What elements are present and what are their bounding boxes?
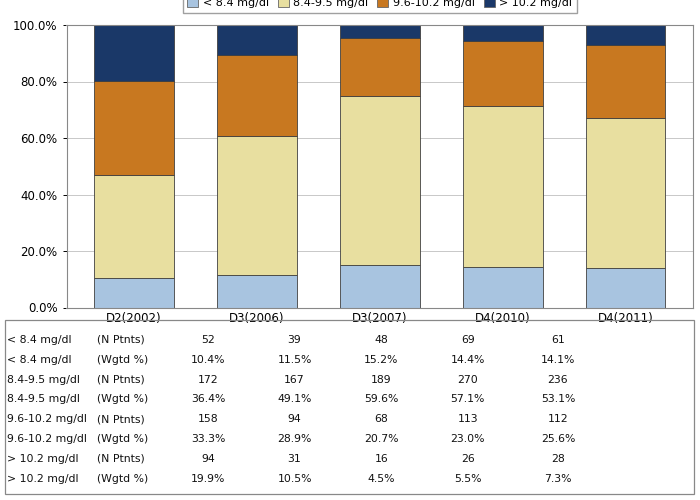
- Text: 10.5%: 10.5%: [277, 474, 312, 484]
- Bar: [217, 275, 297, 308]
- Text: 52: 52: [201, 335, 215, 345]
- Text: (N Ptnts): (N Ptnts): [97, 414, 145, 424]
- Text: 28: 28: [551, 454, 565, 464]
- Text: 10.4%: 10.4%: [190, 355, 225, 365]
- Text: 172: 172: [197, 374, 218, 384]
- Text: 14.4%: 14.4%: [451, 355, 485, 365]
- Text: < 8.4 mg/dl: < 8.4 mg/dl: [7, 335, 71, 345]
- Text: (Wgtd %): (Wgtd %): [97, 474, 148, 484]
- Text: 69: 69: [461, 335, 475, 345]
- Text: 7.3%: 7.3%: [544, 474, 572, 484]
- Text: 11.5%: 11.5%: [277, 355, 312, 365]
- Bar: [585, 24, 666, 46]
- Text: 61: 61: [551, 335, 565, 345]
- Text: < 8.4 mg/dl: < 8.4 mg/dl: [7, 355, 71, 365]
- Text: 15.2%: 15.2%: [364, 355, 398, 365]
- Text: 270: 270: [457, 374, 478, 384]
- Bar: [94, 176, 174, 278]
- Bar: [463, 106, 542, 267]
- Text: 189: 189: [371, 374, 391, 384]
- Text: 5.5%: 5.5%: [454, 474, 482, 484]
- Text: 158: 158: [197, 414, 218, 424]
- Text: 28.9%: 28.9%: [277, 434, 312, 444]
- Text: (N Ptnts): (N Ptnts): [97, 374, 145, 384]
- Text: 4.5%: 4.5%: [368, 474, 395, 484]
- Legend: < 8.4 mg/dl, 8.4-9.5 mg/dl, 9.6-10.2 mg/dl, > 10.2 mg/dl: < 8.4 mg/dl, 8.4-9.5 mg/dl, 9.6-10.2 mg/…: [183, 0, 577, 13]
- Bar: [94, 278, 174, 308]
- Text: (N Ptnts): (N Ptnts): [97, 335, 145, 345]
- Text: (Wgtd %): (Wgtd %): [97, 394, 148, 404]
- Text: 39: 39: [288, 335, 302, 345]
- Text: 57.1%: 57.1%: [451, 394, 485, 404]
- Bar: [340, 264, 420, 308]
- Bar: [94, 81, 174, 176]
- Text: > 10.2 mg/dl: > 10.2 mg/dl: [7, 474, 78, 484]
- Bar: [94, 25, 174, 81]
- Text: 53.1%: 53.1%: [540, 394, 575, 404]
- Text: 59.6%: 59.6%: [364, 394, 398, 404]
- Text: 9.6-10.2 mg/dl: 9.6-10.2 mg/dl: [7, 434, 87, 444]
- Bar: [340, 25, 420, 38]
- Text: 25.6%: 25.6%: [540, 434, 575, 444]
- Bar: [585, 118, 666, 268]
- Text: 20.7%: 20.7%: [364, 434, 398, 444]
- Text: 31: 31: [288, 454, 302, 464]
- Text: 94: 94: [201, 454, 215, 464]
- Bar: [463, 267, 542, 308]
- Text: 236: 236: [547, 374, 568, 384]
- Text: 49.1%: 49.1%: [277, 394, 312, 404]
- Text: 8.4-9.5 mg/dl: 8.4-9.5 mg/dl: [7, 394, 80, 404]
- Text: 9.6-10.2 mg/dl: 9.6-10.2 mg/dl: [7, 414, 87, 424]
- Bar: [217, 25, 297, 54]
- Text: 33.3%: 33.3%: [190, 434, 225, 444]
- Bar: [340, 96, 420, 264]
- Text: 36.4%: 36.4%: [190, 394, 225, 404]
- Bar: [340, 38, 420, 96]
- Text: 14.1%: 14.1%: [540, 355, 575, 365]
- Bar: [217, 136, 297, 275]
- Text: (Wgtd %): (Wgtd %): [97, 355, 148, 365]
- Bar: [585, 268, 666, 308]
- Text: (Wgtd %): (Wgtd %): [97, 434, 148, 444]
- Bar: [217, 54, 297, 136]
- Text: 113: 113: [458, 414, 478, 424]
- Text: 16: 16: [374, 454, 388, 464]
- Bar: [585, 46, 666, 118]
- Text: 8.4-9.5 mg/dl: 8.4-9.5 mg/dl: [7, 374, 80, 384]
- Text: (N Ptnts): (N Ptnts): [97, 454, 145, 464]
- Text: 26: 26: [461, 454, 475, 464]
- Bar: [463, 40, 542, 106]
- Bar: [463, 25, 542, 40]
- Text: 68: 68: [374, 414, 388, 424]
- Text: 48: 48: [374, 335, 388, 345]
- Text: 23.0%: 23.0%: [451, 434, 485, 444]
- Text: 167: 167: [284, 374, 305, 384]
- Text: 19.9%: 19.9%: [190, 474, 225, 484]
- Text: > 10.2 mg/dl: > 10.2 mg/dl: [7, 454, 78, 464]
- Text: 94: 94: [288, 414, 302, 424]
- Text: 112: 112: [547, 414, 568, 424]
